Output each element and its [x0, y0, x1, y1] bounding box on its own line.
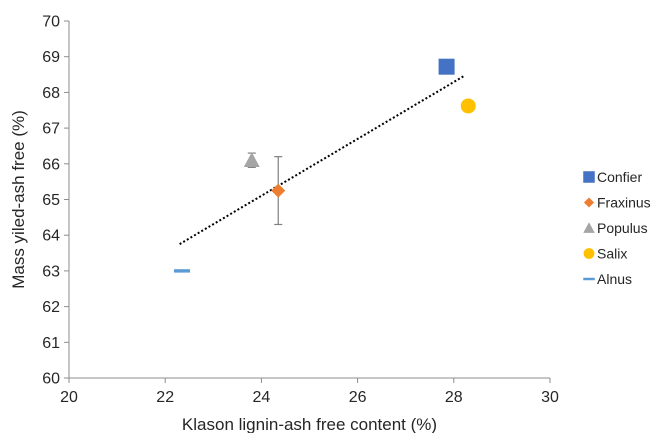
legend-label-salix: Salix [597, 246, 627, 262]
y-tick-label: 66 [42, 156, 60, 173]
legend-item-confier: Confier [583, 169, 642, 185]
y-tick-label: 62 [42, 299, 60, 316]
legend-marker-fraxinus [583, 197, 595, 208]
legend-label-confier: Confier [597, 169, 642, 185]
legend-item-alnus: Alnus [583, 271, 632, 287]
data-point-salix [460, 98, 476, 114]
y-tick-label: 65 [42, 192, 60, 209]
legend: Confier Fraxinus Populus Salix Alnus [583, 169, 651, 287]
data-point-alnus [174, 269, 191, 273]
y-tick-label: 68 [42, 85, 60, 102]
trendline [179, 75, 464, 245]
legend-marker-salix [583, 248, 595, 259]
x-tick-label: 24 [253, 389, 271, 406]
data-points-layer [174, 58, 476, 273]
y-tick-label: 61 [42, 335, 60, 352]
data-point-fraxinus [271, 183, 286, 198]
legend-marker-populus [583, 222, 595, 233]
legend-label-populus: Populus [597, 220, 648, 236]
y-tick-label: 60 [42, 371, 60, 388]
y-axis-title: Mass yiled-ash free (%) [9, 110, 28, 289]
x-axis-title: Klason lignin-ash free content (%) [182, 415, 437, 433]
legend-item-fraxinus: Fraxinus [583, 195, 651, 211]
legend-marker-confier [583, 171, 595, 183]
x-tick-label: 22 [156, 389, 174, 406]
trendline-layer [179, 75, 464, 245]
y-tick-label: 63 [42, 263, 60, 280]
x-tick-label: 20 [60, 389, 78, 406]
legend-label-fraxinus: Fraxinus [597, 195, 651, 211]
x-tick-label: 28 [445, 389, 463, 406]
legend-label-alnus: Alnus [597, 271, 632, 287]
y-tick-label: 69 [42, 49, 60, 66]
data-point-populus [243, 152, 260, 168]
y-tick-label: 67 [42, 121, 60, 138]
data-point-confier [438, 58, 455, 75]
y-tick-label: 70 [42, 14, 60, 31]
x-tick-label: 26 [349, 389, 367, 406]
legend-item-salix: Salix [583, 246, 627, 262]
legend-marker-alnus [583, 277, 595, 281]
y-tick-label: 64 [42, 228, 60, 245]
x-axis-ticks: 20 22 24 26 28 30 [60, 378, 559, 406]
x-tick-label: 30 [541, 389, 559, 406]
y-axis-ticks: 60 61 62 63 64 65 66 67 68 69 70 [42, 14, 69, 388]
legend-item-populus: Populus [583, 220, 648, 236]
